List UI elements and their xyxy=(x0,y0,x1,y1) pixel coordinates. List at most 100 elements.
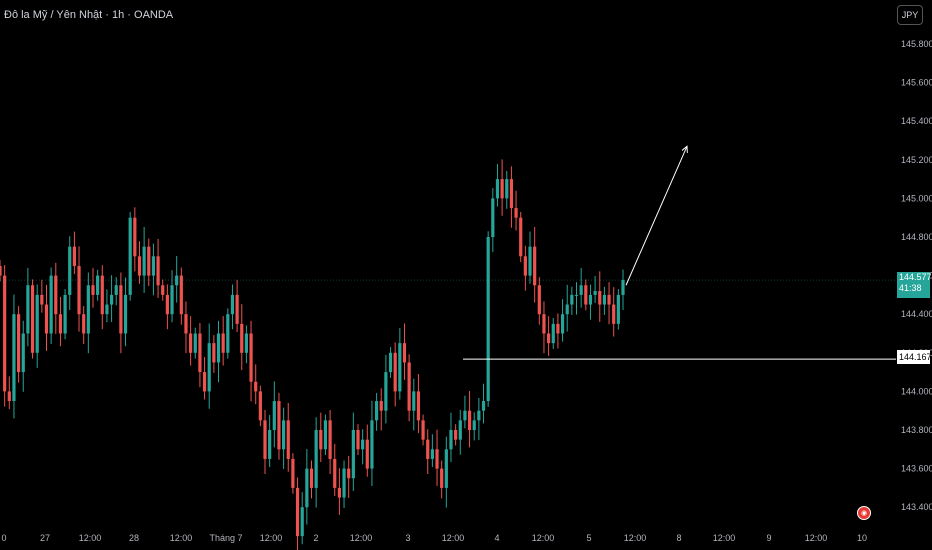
candle-body xyxy=(481,401,486,411)
candle-body xyxy=(151,256,156,276)
time-tick-label: 12:00 xyxy=(713,533,736,543)
candle-body xyxy=(0,265,2,276)
candle-body xyxy=(309,468,314,488)
time-tick-label: 3 xyxy=(405,533,410,543)
candle-body xyxy=(612,304,616,324)
candle-body xyxy=(435,449,439,469)
candle-body xyxy=(412,391,416,411)
candle-body xyxy=(198,333,202,373)
candle-body xyxy=(519,217,523,257)
candle-body xyxy=(607,294,611,305)
candle-body xyxy=(128,217,132,295)
candle-body xyxy=(547,333,551,344)
price-tick-label: 144.800 xyxy=(901,232,932,242)
candle-body xyxy=(374,401,379,421)
candle-body xyxy=(72,246,76,266)
candle-body xyxy=(319,430,323,450)
candle-body xyxy=(189,333,193,353)
candle-body xyxy=(370,420,374,469)
time-tick-label: 12:00 xyxy=(532,533,555,543)
candle-body xyxy=(44,304,49,334)
candle-body xyxy=(142,246,146,276)
candle-body xyxy=(305,468,309,508)
candle-body xyxy=(509,179,514,209)
candle-body xyxy=(3,275,7,392)
candle-body xyxy=(477,410,481,421)
candle-body xyxy=(216,333,221,363)
candle-body xyxy=(86,285,90,334)
time-tick-label: 12:00 xyxy=(79,533,102,543)
time-tick-label: 9 xyxy=(766,533,771,543)
candle-body xyxy=(584,285,588,305)
candle-body xyxy=(616,294,620,324)
candle-body xyxy=(593,291,597,295)
candle-body xyxy=(230,294,235,315)
candle-body xyxy=(165,294,169,315)
candle-body xyxy=(323,420,328,450)
candle-body xyxy=(444,449,448,488)
candle-body xyxy=(407,362,411,411)
candle-body xyxy=(574,294,579,296)
candle-body xyxy=(491,198,495,237)
candle-body xyxy=(147,246,151,276)
candle-body xyxy=(244,333,249,353)
candle-body xyxy=(551,323,555,344)
candle-body xyxy=(184,314,188,334)
price-tick-label: 143.600 xyxy=(901,464,932,474)
candle-body xyxy=(133,217,137,257)
chart-overlays xyxy=(0,146,896,360)
time-tick-label: 12:00 xyxy=(624,533,647,543)
candle-body xyxy=(282,420,286,450)
time-tick-label: 12:00 xyxy=(442,533,465,543)
candle-body xyxy=(249,333,253,382)
candle-body xyxy=(254,381,258,392)
time-tick-label: 2 xyxy=(313,533,318,543)
candle-body xyxy=(226,314,230,353)
candle-body xyxy=(119,285,123,334)
time-tick-label: 12:00 xyxy=(350,533,373,543)
candle-body xyxy=(100,275,104,315)
time-tick-label: 0 xyxy=(1,533,6,543)
time-tick-label: 4 xyxy=(494,533,499,543)
candle-body xyxy=(295,487,300,537)
candle-body xyxy=(384,372,388,411)
candle-body xyxy=(342,468,346,498)
candle-body xyxy=(579,285,583,295)
candle-body xyxy=(179,275,183,315)
candle-body xyxy=(533,246,537,286)
candle-body xyxy=(454,430,458,440)
currency-button[interactable]: JPY xyxy=(897,5,923,25)
candle-body xyxy=(202,372,207,392)
trend-arrow[interactable] xyxy=(625,146,687,286)
chart-title: Đô la Mỹ / Yên Nhật · 1h · OANDA xyxy=(4,9,174,21)
time-tick-label: 12:00 xyxy=(260,533,283,543)
candle-body xyxy=(68,246,72,295)
tradingview-logo-icon[interactable]: ◉ xyxy=(857,506,871,520)
candle-body xyxy=(486,237,490,402)
candle-body xyxy=(137,256,142,276)
candle-body xyxy=(463,410,467,421)
candle-body xyxy=(105,304,109,315)
candle-body xyxy=(495,179,500,199)
time-tick-label: 12:00 xyxy=(170,533,193,543)
candle-body xyxy=(35,294,39,353)
time-tick-label: 8 xyxy=(676,533,681,543)
candle-body xyxy=(565,304,569,315)
candle-body xyxy=(402,343,407,363)
candle-body xyxy=(505,179,509,199)
candle-body xyxy=(77,265,81,315)
candle-body xyxy=(291,458,295,488)
candle-body xyxy=(416,391,421,421)
last-price-countdown: 41:38 xyxy=(899,283,922,293)
candle-body xyxy=(356,430,360,450)
candle-body xyxy=(598,291,602,305)
last-price-value: 144.577 xyxy=(899,272,932,282)
candle-body xyxy=(21,333,25,373)
time-tick-label: 10 xyxy=(857,533,867,543)
candle-body xyxy=(114,285,118,295)
horizontal-level-tag: 144.167 xyxy=(897,350,932,364)
candle-body xyxy=(621,280,625,295)
candle-body xyxy=(12,314,16,402)
price-tick-label: 145.000 xyxy=(901,193,932,203)
